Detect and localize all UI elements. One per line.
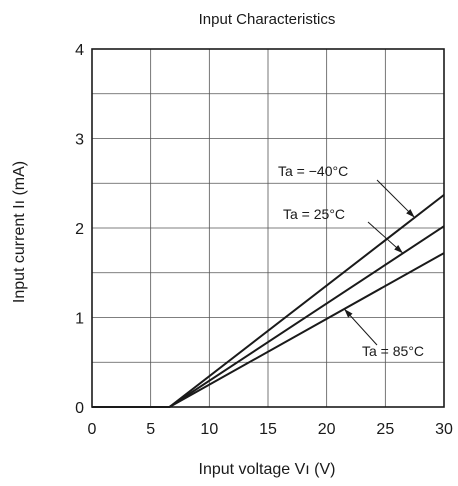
- y-tick-label: 0: [75, 400, 84, 417]
- x-tick-label: 15: [259, 421, 277, 438]
- y-tick-label: 2: [75, 221, 84, 238]
- chart-title: Input Characteristics: [199, 11, 336, 28]
- series-annotations: Ta = −40°C Ta = 25°C Ta = 85°C: [278, 163, 424, 359]
- x-tick-label: 20: [318, 421, 336, 438]
- annotation-ta-25c-arrowhead: [394, 245, 403, 254]
- y-axis-label: Input current Iı (mA): [11, 161, 28, 303]
- x-tick-labels: 0 5 10 15 20 25 30: [88, 421, 453, 438]
- annotation-ta-85c-arrowhead: [344, 308, 353, 318]
- annotation-ta-minus-40c-arrowhead: [406, 209, 415, 218]
- x-tick-label: 5: [146, 421, 155, 438]
- y-tick-label: 1: [75, 311, 84, 328]
- y-tick-labels: 0 1 2 3 4: [75, 42, 84, 417]
- y-tick-label: 4: [75, 42, 84, 59]
- x-tick-label: 30: [435, 421, 453, 438]
- x-tick-label: 25: [376, 421, 394, 438]
- plot-frame: [91, 48, 445, 408]
- annotation-ta-minus-40c-label: Ta = −40°C: [278, 163, 348, 179]
- annotation-ta-85c-label: Ta = 85°C: [362, 343, 424, 359]
- x-tick-label: 10: [200, 421, 218, 438]
- grid: [92, 49, 444, 407]
- x-axis-label: Input voltage Vı (V): [199, 461, 336, 478]
- annotation-ta-25c-label: Ta = 25°C: [283, 206, 345, 222]
- x-tick-label: 0: [88, 421, 97, 438]
- y-tick-label: 3: [75, 132, 84, 149]
